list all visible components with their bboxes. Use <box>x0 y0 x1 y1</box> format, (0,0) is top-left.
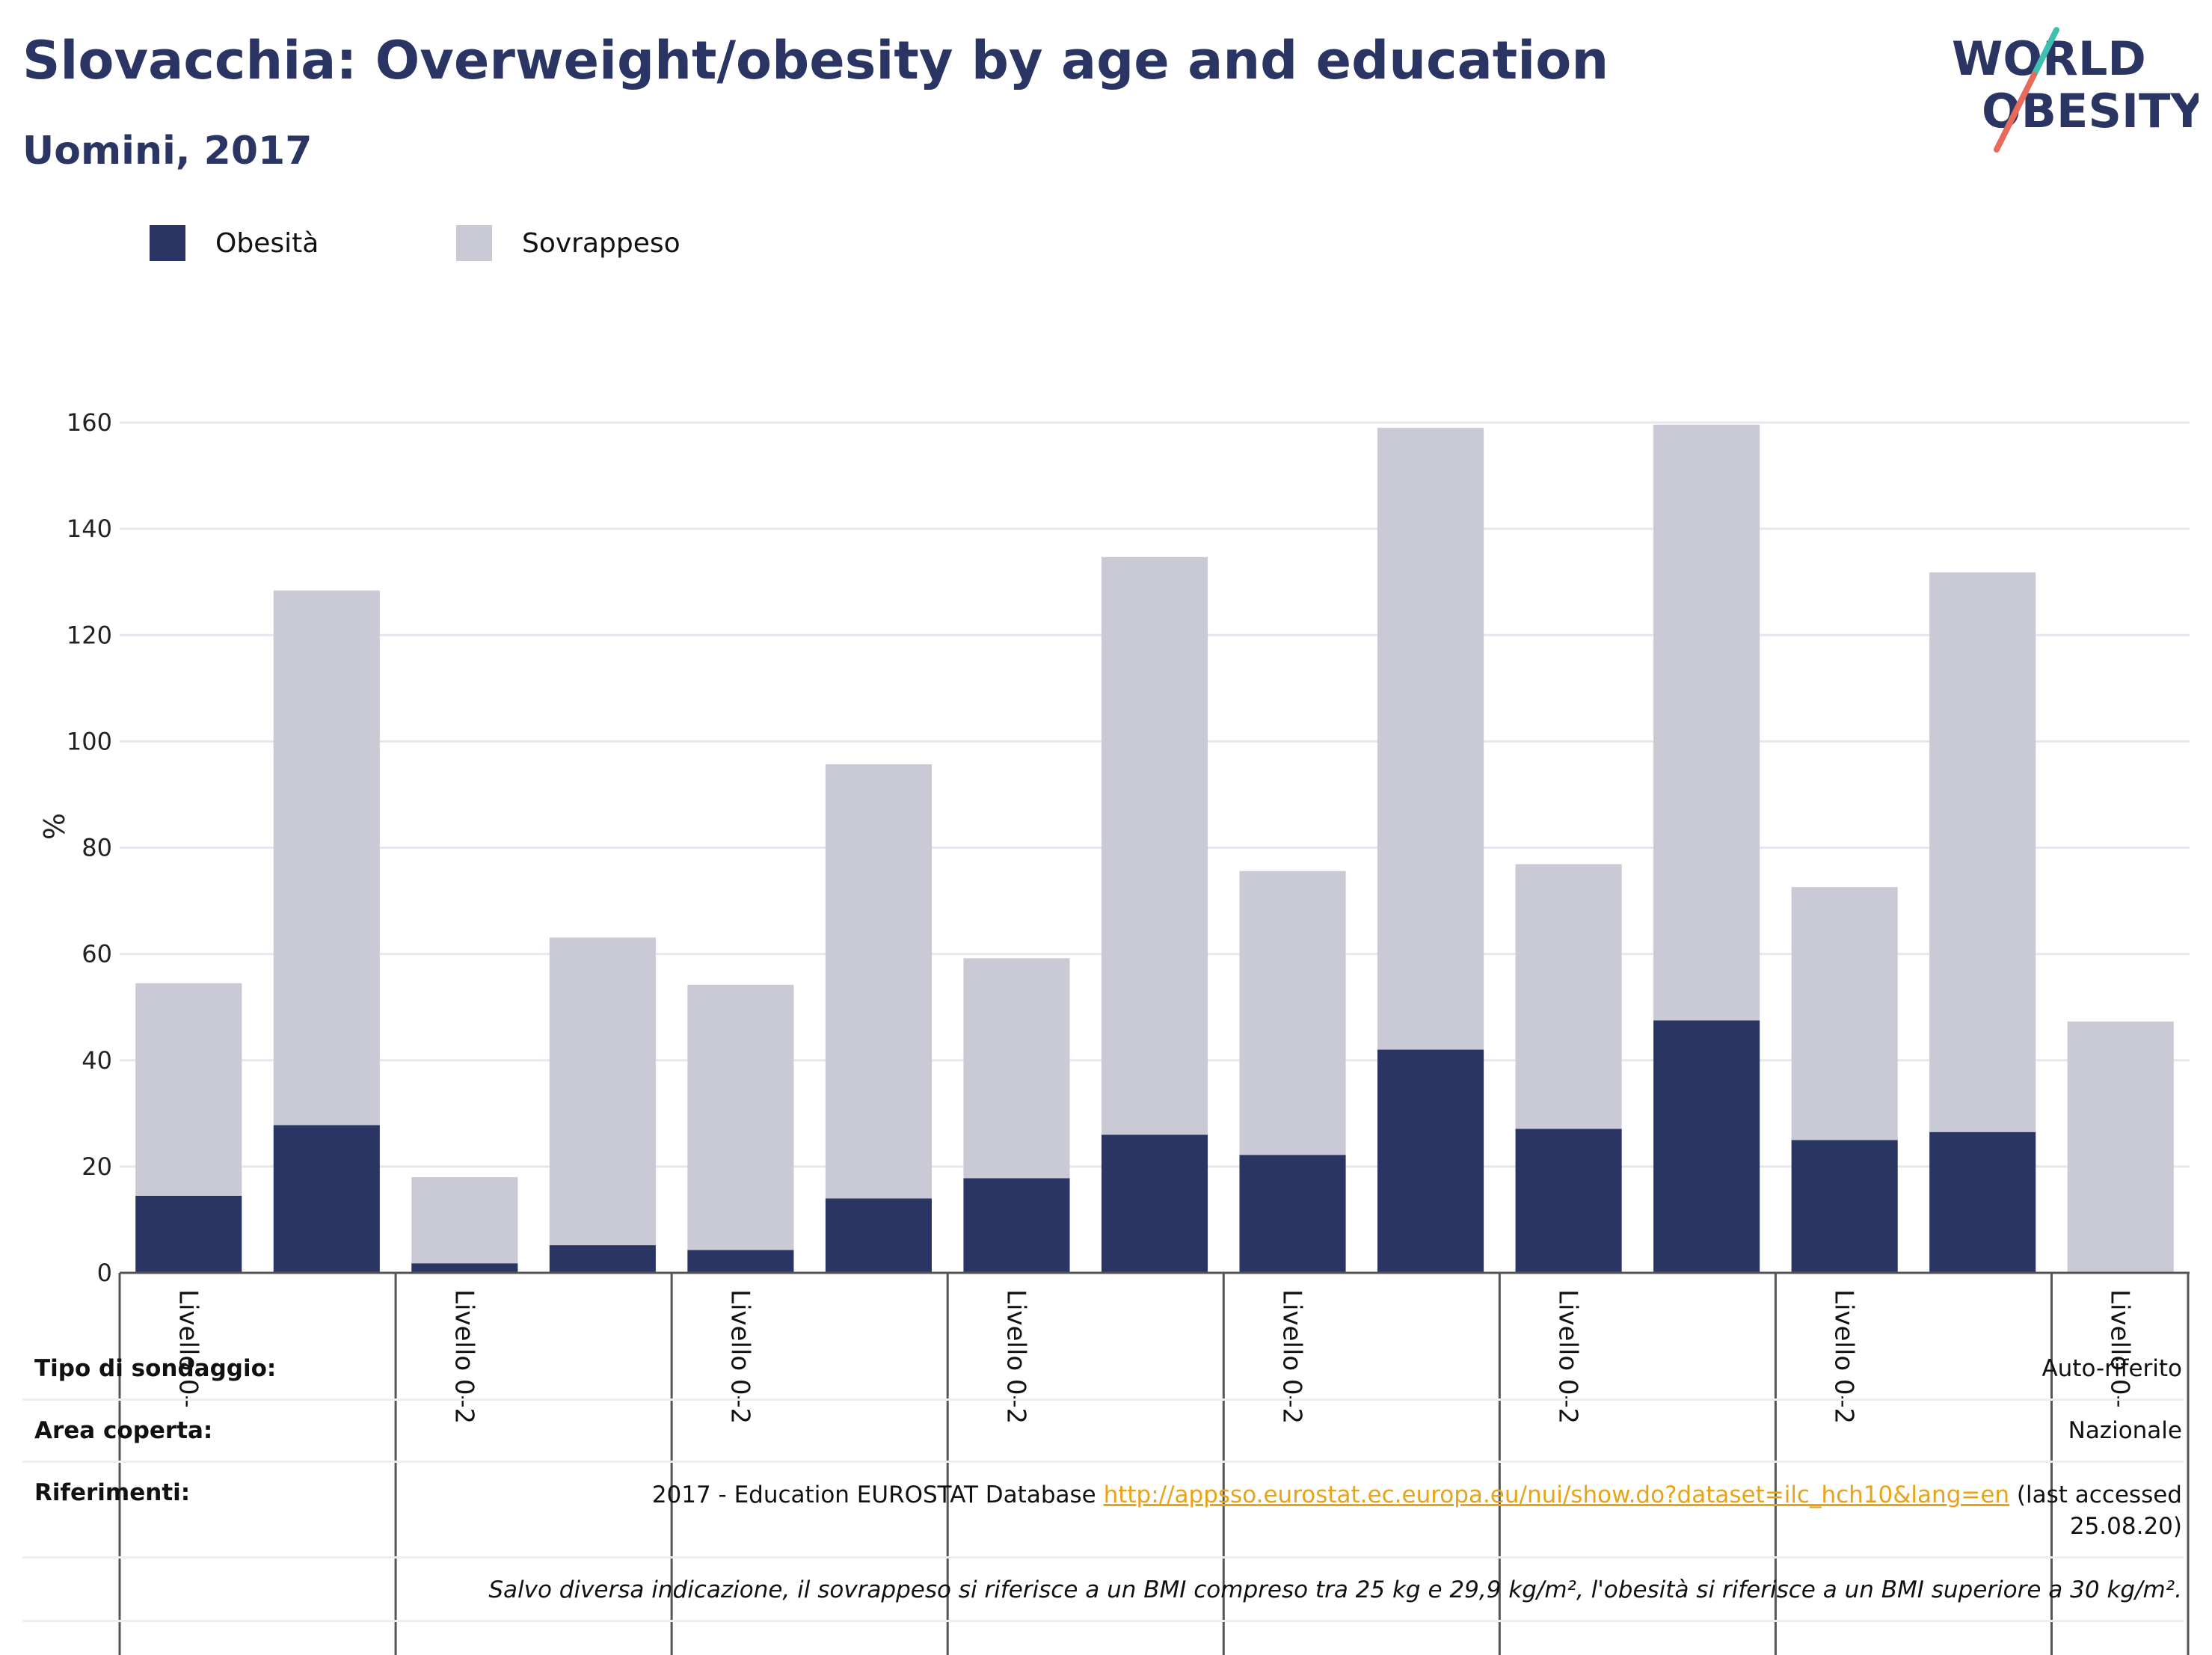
info-row-area: Area coperta: Nazionale <box>22 1401 2184 1463</box>
bar-overweight[interactable] <box>825 764 932 1199</box>
bar-obesity[interactable] <box>411 1263 518 1273</box>
y-tick-label: 160 <box>67 408 112 437</box>
survey-type-label: Tipo di sondaggio: <box>34 1355 277 1382</box>
bar-obesity[interactable] <box>549 1245 656 1273</box>
bar-obesity[interactable] <box>135 1195 242 1273</box>
legend-item-obesity[interactable]: Obesità <box>150 221 319 265</box>
references-value: 2017 - Education EUROSTAT Database http:… <box>652 1479 2182 1542</box>
bars <box>135 424 2174 1273</box>
y-tick-label: 120 <box>67 621 112 649</box>
references-prefix: 2017 - Education EUROSTAT Database <box>651 1481 1104 1508</box>
bar-obesity[interactable] <box>1791 1140 1898 1273</box>
definition-note: Salvo diversa indicazione, il sovrappeso… <box>488 1576 2182 1603</box>
x-axis <box>118 1271 2190 1655</box>
bar-overweight[interactable] <box>963 958 1070 1179</box>
bar-obesity[interactable] <box>687 1250 794 1273</box>
bar-obesity[interactable] <box>273 1125 380 1273</box>
survey-type-value: Auto-riferito <box>2042 1355 2182 1382</box>
bar-obesity[interactable] <box>1239 1155 1346 1273</box>
bar-obesity[interactable] <box>1653 1020 1760 1273</box>
x-category-label: Livello 0–2 <box>725 1289 755 1424</box>
world-obesity-logo: WORLD OBESITY <box>1952 27 2199 153</box>
bar-obesity[interactable] <box>1929 1132 2036 1273</box>
bar-obesity[interactable] <box>1101 1134 1208 1273</box>
chart-subtitle: Uomini, 2017 <box>22 129 313 174</box>
bar-obesity[interactable] <box>1377 1049 1484 1273</box>
x-category-label: Livello 0–2 <box>1553 1289 1583 1424</box>
bar-obesity[interactable] <box>1515 1129 1622 1273</box>
area-covered-label: Area coperta: <box>34 1417 213 1444</box>
area-covered-value: Nazionale <box>2068 1417 2182 1444</box>
x-axis-category-labels: Livello 0– Livello 0–2 Livello 0–2 Livello … <box>173 1289 2134 1424</box>
y-tick-label: 40 <box>82 1046 112 1075</box>
bar-overweight[interactable] <box>2067 1021 2174 1273</box>
y-tick-label: 80 <box>82 834 112 862</box>
y-axis-label: % <box>37 813 70 840</box>
legend-label-obesity: Obesità <box>215 227 319 259</box>
bar-overweight[interactable] <box>1653 424 1760 1021</box>
bar-overweight[interactable] <box>135 983 242 1196</box>
x-category-label: Livello 0– <box>173 1289 203 1408</box>
y-tick-label: 0 <box>97 1259 112 1287</box>
info-row-note: Salvo diversa indicazione, il sovrappeso… <box>22 1559 2184 1622</box>
references-date: 25.08.20) <box>2069 1513 2182 1540</box>
bar-obesity[interactable] <box>825 1198 932 1273</box>
legend-item-overweight[interactable]: Sovrappeso <box>456 221 681 265</box>
bar-overweight[interactable] <box>273 590 380 1126</box>
y-tick-label: 20 <box>82 1152 112 1181</box>
x-category-label: Livello 0– <box>2105 1289 2135 1408</box>
bar-overweight[interactable] <box>1101 556 1208 1135</box>
bar-overweight[interactable] <box>1515 864 1622 1129</box>
info-row-survey: Tipo di sondaggio: Auto-riferito <box>22 1339 2184 1401</box>
references-suffix: (last accessed <box>2009 1481 2182 1508</box>
chart-title: Slovacchia: Overweight/obesity by age an… <box>22 30 1609 91</box>
bar-overweight[interactable] <box>687 984 794 1250</box>
bar-overweight[interactable] <box>1239 871 1346 1155</box>
y-tick-label: 140 <box>67 515 112 543</box>
legend-swatch-obesity <box>150 225 185 261</box>
y-axis-ticks: 0 20 40 60 80 100 120 140 160 <box>67 408 112 1287</box>
x-category-label: Livello 0–2 <box>1277 1289 1307 1424</box>
bar-overweight[interactable] <box>1929 572 2036 1132</box>
legend-swatch-overweight <box>456 225 492 261</box>
bar-obesity[interactable] <box>963 1178 1070 1273</box>
bar-overweight[interactable] <box>411 1177 518 1264</box>
references-link[interactable]: http://appsso.eurostat.ec.europa.eu/nui/… <box>1103 1481 2010 1508</box>
bar-overweight[interactable] <box>1377 428 1484 1050</box>
y-tick-label: 100 <box>67 727 112 755</box>
legend-label-overweight: Sovrappeso <box>522 227 681 259</box>
x-category-label: Livello 0–2 <box>1001 1289 1030 1424</box>
info-row-references: Riferimenti: 2017 - Education EUROSTAT D… <box>22 1463 2184 1559</box>
y-tick-label: 60 <box>82 940 112 968</box>
bar-overweight[interactable] <box>549 937 656 1246</box>
references-label: Riferimenti: <box>34 1479 191 1506</box>
x-category-label: Livello 0–2 <box>449 1289 479 1424</box>
x-category-label: Livello 0–2 <box>1829 1289 1859 1424</box>
bar-overweight[interactable] <box>1791 887 1898 1140</box>
